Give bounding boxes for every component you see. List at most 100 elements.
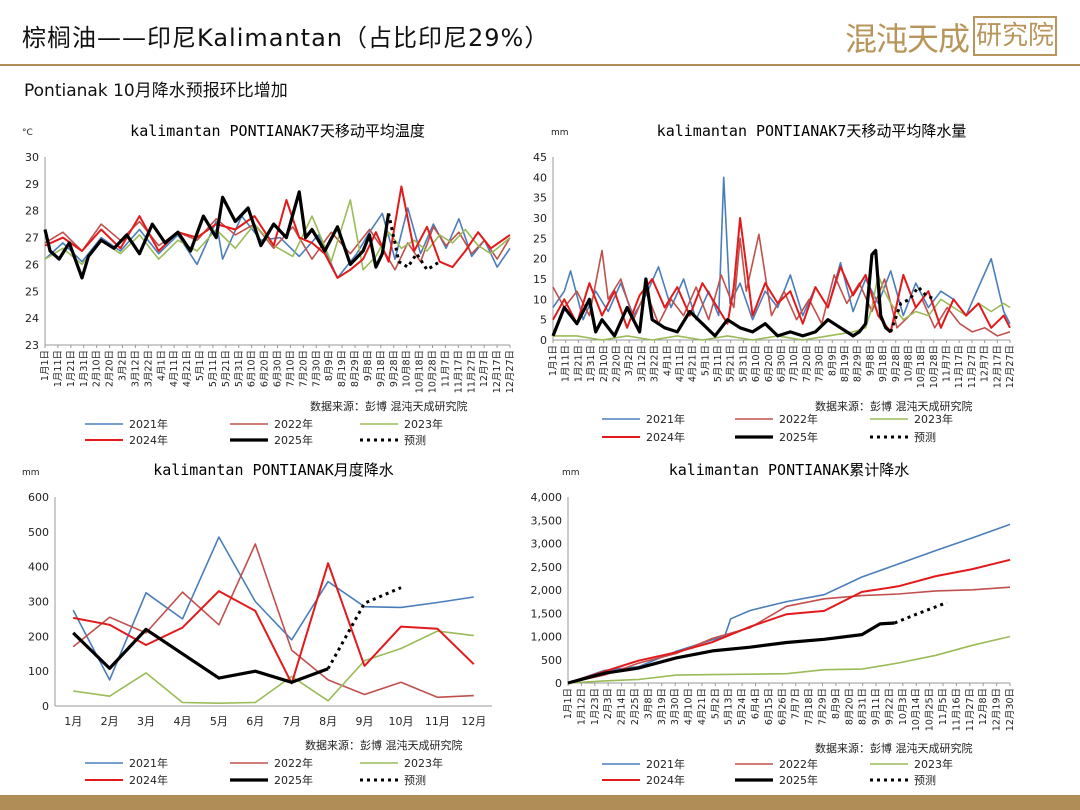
x-tick-label: 2月 xyxy=(101,715,119,728)
x-tick-label: 7月10日 xyxy=(789,345,800,382)
x-tick-label: 12月19日 xyxy=(992,688,1003,731)
y-tick-label: 20 xyxy=(533,253,547,266)
x-tick-label: 2月20日 xyxy=(105,350,116,387)
y-tick-label: 10 xyxy=(533,293,547,306)
source-note: 数据来源：彭博 混沌天成研究院 xyxy=(815,399,973,413)
y-tick-label: 3,500 xyxy=(531,514,563,527)
x-tick-label: 2月25日 xyxy=(630,688,641,725)
x-tick-label: 4月1日 xyxy=(662,345,673,376)
x-tick-label: 9月11日 xyxy=(871,688,882,725)
x-tick-label: 2月3日 xyxy=(603,688,614,719)
x-tick-label: 10月8日 xyxy=(402,350,413,387)
x-tick-label: 2月20日 xyxy=(611,345,622,382)
x-tick-label: 8月9日 xyxy=(324,350,335,381)
legend-label: 2024年 xyxy=(129,773,168,787)
y-tick-label: 26 xyxy=(25,258,39,271)
x-tick-label: 1月11日 xyxy=(53,350,64,387)
x-tick-label: 6月15日 xyxy=(764,688,775,725)
x-tick-label: 7月20日 xyxy=(298,350,309,387)
x-tick-label: 8月9日 xyxy=(827,345,838,376)
legend-label: 2022年 xyxy=(274,417,313,431)
x-tick-label: 5月31日 xyxy=(234,350,245,387)
y-tick-label: 2,500 xyxy=(531,561,563,574)
x-tick-label: 1月11日 xyxy=(561,345,572,382)
x-tick-label: 9月28日 xyxy=(891,345,902,382)
x-tick-label: 3月8日 xyxy=(643,688,654,719)
x-tick-label: 5月2日 xyxy=(710,688,721,719)
x-tick-label: 5月1日 xyxy=(195,350,206,381)
x-tick-label: 6月10日 xyxy=(751,345,762,382)
x-tick-label: 10月28日 xyxy=(428,350,439,393)
legend-label: 2023年 xyxy=(404,756,443,770)
x-tick-label: 8月19日 xyxy=(840,345,851,382)
x-tick-label: 1月31日 xyxy=(586,345,597,382)
logo: 混沌天成 研究院 xyxy=(845,12,1057,58)
legend-label: 预测 xyxy=(914,774,936,787)
legend-label: 2021年 xyxy=(129,756,168,770)
x-tick-label: 4月21日 xyxy=(697,688,708,725)
series-line-2025年 xyxy=(567,621,895,685)
x-tick-label: 10月 xyxy=(388,715,413,728)
x-tick-label: 3月19日 xyxy=(657,688,668,725)
y-tick-label: 0 xyxy=(42,700,49,713)
x-tick-label: 4月1日 xyxy=(156,350,167,381)
x-tick-label: 1月23日 xyxy=(590,688,601,725)
page-subtitle: Pontianak 10月降水预报环比增加 xyxy=(24,81,288,101)
series-line-2025年 xyxy=(551,248,892,338)
series-line-预测 xyxy=(894,601,948,625)
x-tick-label: 3月12日 xyxy=(637,345,648,382)
x-tick-label: 1月21日 xyxy=(573,345,584,382)
y-tick-label: 27 xyxy=(25,232,39,245)
x-tick-label: 10月18日 xyxy=(916,345,927,388)
x-tick-label: 3月2日 xyxy=(118,350,129,381)
chart-svg-cumulative: kalimantan PONTIANAK累计降水 mm 0 500 1,000 1,500… xyxy=(531,461,1017,787)
series-line-2022年 xyxy=(552,233,1011,337)
x-tick-label: 5月24日 xyxy=(737,688,748,725)
unit-label-monthly: mm xyxy=(22,468,40,478)
x-tick-label: 10月14日 xyxy=(911,688,922,731)
legend-label: 2021年 xyxy=(646,412,685,426)
header-divider xyxy=(0,64,1080,66)
x-tick-label: 4月11日 xyxy=(675,345,686,382)
x-tick-label: 1月21日 xyxy=(66,350,77,387)
y-tick-label: 4,000 xyxy=(531,491,563,504)
x-tick-label: 3月22日 xyxy=(143,350,154,387)
x-tick-label: 5月11日 xyxy=(713,345,724,382)
y-tick-label: 23 xyxy=(25,339,39,352)
y-tick-label: 45 xyxy=(533,151,547,164)
x-tick-label: 2月14日 xyxy=(617,688,628,725)
x-tick-label: 10月3日 xyxy=(898,688,909,725)
source-note: 数据来源：彭博 混沌天成研究院 xyxy=(310,399,468,413)
x-tick-label: 3月2日 xyxy=(624,345,635,376)
x-tick-label: 5月21日 xyxy=(726,345,737,382)
y-tick-label: 100 xyxy=(28,665,49,678)
x-tick-label: 7月 xyxy=(283,715,301,728)
x-tick-label: 8月31日 xyxy=(858,688,869,725)
y-tick-label: 0 xyxy=(555,677,562,690)
logo-box: 研究院 xyxy=(973,16,1057,56)
x-tick-label: 5月21日 xyxy=(221,350,232,387)
x-tick-label: 11月7日 xyxy=(942,345,953,382)
x-tick-label: 7月7日 xyxy=(791,688,802,719)
x-tick-label: 12月 xyxy=(461,715,486,728)
legend-label: 2025年 xyxy=(274,773,313,787)
legend-label: 2025年 xyxy=(779,430,818,444)
y-tick-label: 29 xyxy=(25,178,39,191)
x-tick-label: 4月11日 xyxy=(169,350,180,387)
series-line-2021年 xyxy=(567,523,1011,684)
x-tick-label: 8月29日 xyxy=(853,345,864,382)
chart-title-precip7: kalimantan PONTIANAK7天移动平均降水量 xyxy=(657,122,967,140)
series-line-2024年 xyxy=(552,217,1011,333)
chart-svg-monthly: kalimantan PONTIANAK月度降水 mm 0 100 200 300 400 5… xyxy=(22,461,492,787)
x-tick-label: 6月20日 xyxy=(764,345,775,382)
x-tick-label: 8月29日 xyxy=(350,350,361,387)
chart-title-temp: kalimantan PONTIANAK7天移动平均温度 xyxy=(130,122,425,140)
x-tick-label: 11月17日 xyxy=(954,345,965,388)
legend-label: 2021年 xyxy=(129,417,168,431)
legend-label: 2025年 xyxy=(779,773,818,787)
y-tick-label: 500 xyxy=(541,654,562,667)
x-tick-label: 12月8日 xyxy=(978,688,989,725)
source-note: 数据来源：彭博 混沌天成研究院 xyxy=(815,741,973,755)
y-tick-label: 25 xyxy=(533,232,547,245)
x-tick-label: 1月1日 xyxy=(548,345,559,376)
